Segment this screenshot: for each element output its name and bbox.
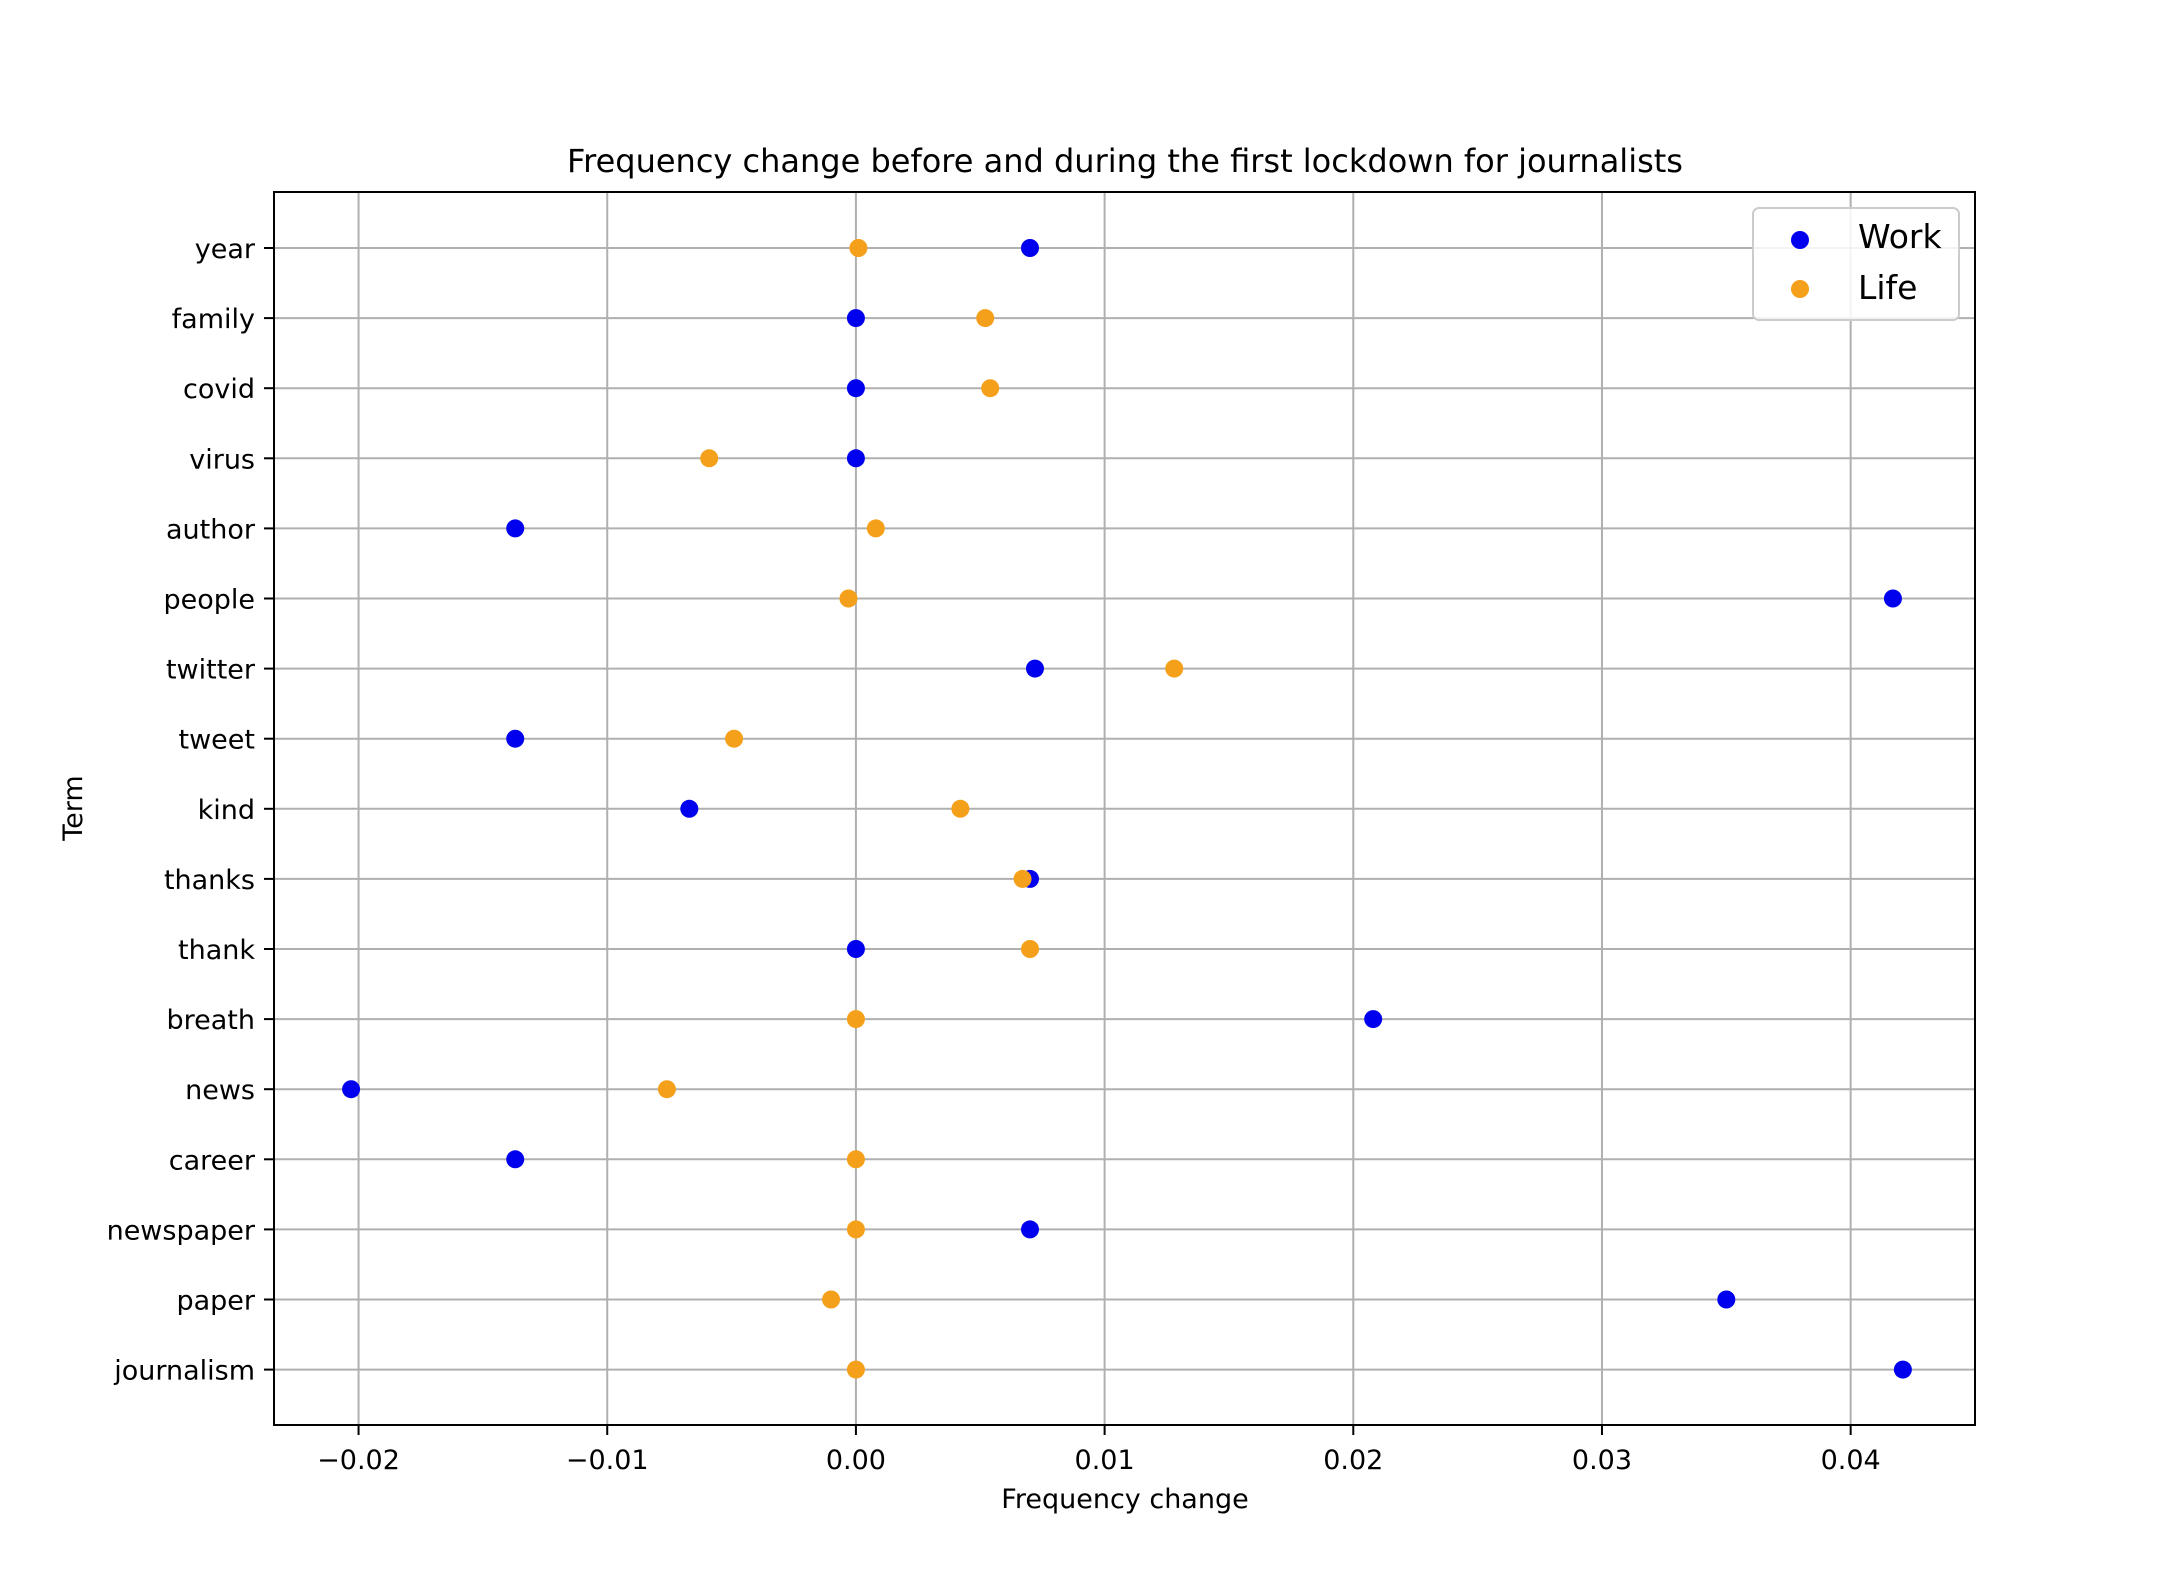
x-tick-label: −0.01 (566, 1445, 649, 1476)
x-tick-label: 0.03 (1572, 1445, 1632, 1476)
point-life-breath (846, 1010, 865, 1029)
legend: Work Life (1752, 207, 1960, 321)
point-life-kind (951, 799, 970, 818)
point-work-paper (1717, 1290, 1736, 1309)
x-tick-label: 0.01 (1075, 1445, 1135, 1476)
y-tick-label: family (172, 304, 255, 335)
point-work-kind (680, 799, 699, 818)
y-tick-label: covid (183, 374, 255, 405)
y-tick-label: author (166, 514, 256, 545)
y-tick-label: journalism (113, 1356, 255, 1387)
x-tick-label: 0.00 (826, 1445, 886, 1476)
point-life-twitter (1165, 659, 1184, 678)
x-axis-ticks: −0.02 −0.01 0.00 0.01 0.02 0.03 0.04 (317, 1425, 1881, 1476)
y-tick-label: career (169, 1145, 256, 1176)
point-life-news (657, 1080, 676, 1099)
plot-frame (273, 191, 1976, 1426)
y-tick-label: paper (176, 1286, 255, 1317)
point-work-virus (846, 449, 865, 468)
point-work-career (506, 1150, 525, 1169)
y-tick-label: tweet (179, 725, 255, 756)
legend-marker-life (1791, 280, 1809, 298)
legend-marker-work (1791, 231, 1809, 249)
y-axis-label: Term (58, 775, 89, 841)
point-life-people (839, 589, 858, 608)
point-work-tweet (506, 729, 525, 748)
x-axis-label: Frequency change (1001, 1484, 1248, 1515)
chart-title: Frequency change before and during the f… (567, 142, 1683, 180)
point-life-virus (700, 449, 719, 468)
y-tick-label: news (185, 1075, 255, 1106)
x-tick-label: 0.02 (1323, 1445, 1383, 1476)
point-work-journalism (1893, 1360, 1912, 1379)
point-life-year (849, 239, 868, 257)
point-work-thank (846, 940, 865, 958)
point-work-covid (846, 379, 865, 398)
y-tick-label: thanks (164, 865, 255, 896)
point-work-year (1021, 239, 1039, 257)
y-tick-label: virus (189, 444, 255, 475)
legend-label-work: Work (1858, 217, 1942, 256)
grid (274, 192, 1975, 1425)
legend-label-life: Life (1858, 268, 1917, 307)
point-life-family (976, 309, 995, 328)
x-tick-label: 0.04 (1821, 1445, 1881, 1476)
y-axis-ticks: year family covid virus author people twitter t… (107, 234, 274, 1387)
point-work-breath (1364, 1010, 1383, 1029)
point-life-covid (981, 379, 1000, 398)
point-life-thank (1021, 940, 1039, 958)
point-work-news (342, 1080, 361, 1099)
y-tick-label: newspaper (107, 1215, 256, 1246)
y-tick-label: year (195, 234, 256, 265)
y-tick-label: people (163, 585, 255, 616)
point-life-career (846, 1150, 865, 1169)
point-life-thanks (1013, 869, 1032, 888)
y-tick-label: twitter (166, 655, 256, 686)
data-points (342, 239, 1912, 1379)
point-work-twitter (1025, 659, 1044, 678)
point-life-author (866, 519, 885, 538)
point-work-newspaper (1021, 1220, 1039, 1239)
point-work-author (506, 519, 525, 538)
point-life-newspaper (846, 1220, 865, 1239)
point-work-family (846, 309, 865, 328)
y-tick-label: kind (198, 795, 255, 826)
point-life-paper (822, 1290, 841, 1309)
point-life-tweet (725, 729, 744, 748)
point-work-people (1883, 589, 1902, 608)
point-life-journalism (846, 1360, 865, 1379)
y-tick-label: breath (166, 1005, 255, 1036)
y-tick-label: thank (178, 935, 255, 966)
x-tick-label: −0.02 (317, 1445, 400, 1476)
